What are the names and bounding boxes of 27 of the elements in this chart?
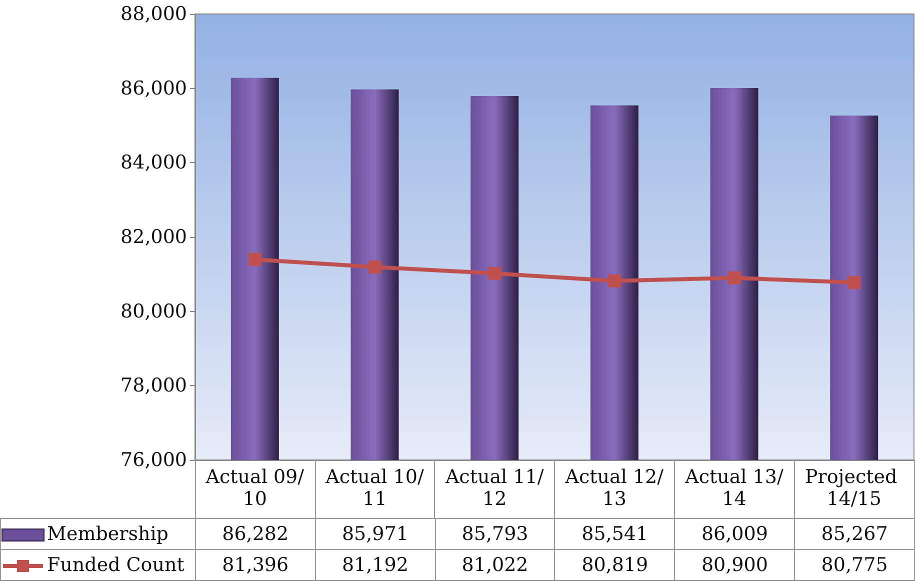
y-tick-label: 84,000	[120, 152, 187, 174]
y-tick-label: 86,000	[120, 77, 187, 100]
y-tick-label: 82,000	[120, 226, 187, 248]
data-label: 81,396	[195, 550, 316, 580]
x-tick-label: Projected 14/15	[804, 466, 904, 510]
data-label: 86,282	[195, 518, 316, 550]
data-label: 85,267	[794, 518, 914, 550]
y-tick-label: 78,000	[120, 374, 187, 397]
data-label: 81,192	[315, 550, 436, 580]
data-label: 85,793	[435, 518, 555, 550]
y-tick-label: 76,000	[120, 449, 187, 471]
x-tick-label: Actual 12/13	[564, 466, 664, 510]
legend-label: Membership	[0, 518, 196, 550]
x-tick-label: Actual 13/14	[684, 466, 784, 510]
y-tick-label: 80,000	[120, 300, 187, 322]
x-tick-label: Actual 10/11	[324, 466, 424, 510]
data-label: 80,819	[554, 550, 675, 580]
data-label: 85,541	[554, 518, 675, 550]
data-label: 86,009	[674, 518, 795, 550]
x-tick-label: Actual 11/12	[444, 466, 544, 510]
data-label: 80,900	[674, 550, 795, 580]
y-tick-label: 88,000	[120, 3, 187, 25]
data-label: 81,022	[435, 550, 555, 580]
x-tick-label: Actual 09/10	[204, 466, 305, 510]
data-label: 80,775	[794, 550, 914, 580]
legend-label: Funded Count	[0, 550, 196, 580]
data-label: 85,971	[315, 518, 436, 550]
